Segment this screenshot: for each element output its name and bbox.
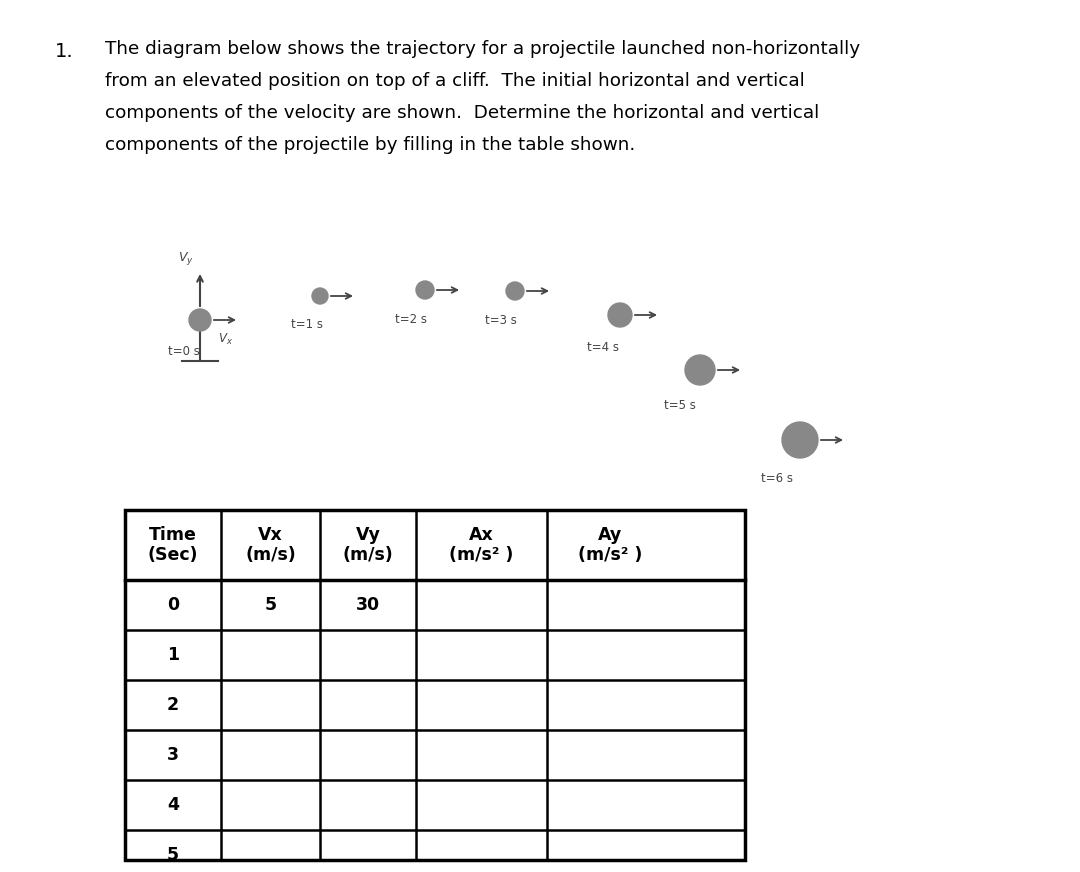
Bar <box>125 510 745 860</box>
Text: 3: 3 <box>167 746 179 764</box>
Circle shape <box>312 288 328 304</box>
Text: $V_x$: $V_x$ <box>217 332 232 347</box>
Text: t=3 s: t=3 s <box>485 314 517 327</box>
Text: Ay
(m/s² ): Ay (m/s² ) <box>578 526 643 564</box>
Text: components of the velocity are shown.  Determine the horizontal and vertical: components of the velocity are shown. De… <box>105 104 820 122</box>
Text: 5: 5 <box>167 846 179 864</box>
Text: t=6 s: t=6 s <box>761 472 793 485</box>
Text: Vy
(m/s): Vy (m/s) <box>343 526 394 564</box>
Text: t=5 s: t=5 s <box>664 399 696 412</box>
Text: t=1 s: t=1 s <box>291 318 323 331</box>
Text: t=4 s: t=4 s <box>588 341 619 354</box>
Text: t=2 s: t=2 s <box>395 313 427 326</box>
Text: Time
(Sec): Time (Sec) <box>148 526 199 564</box>
Text: 30: 30 <box>356 596 380 614</box>
Text: 2: 2 <box>167 696 179 714</box>
Circle shape <box>782 422 818 458</box>
Text: components of the projectile by filling in the table shown.: components of the projectile by filling … <box>105 136 635 154</box>
Text: t=0 s: t=0 s <box>168 345 200 358</box>
Text: from an elevated position on top of a cliff.  The initial horizontal and vertica: from an elevated position on top of a cl… <box>105 72 805 90</box>
Text: $V_y$: $V_y$ <box>178 250 194 267</box>
Text: 4: 4 <box>167 796 179 814</box>
Text: 0: 0 <box>167 596 179 614</box>
Circle shape <box>685 355 715 385</box>
Text: Ax
(m/s² ): Ax (m/s² ) <box>449 526 514 564</box>
Circle shape <box>608 303 632 327</box>
Circle shape <box>416 281 434 299</box>
Text: The diagram below shows the trajectory for a projectile launched non-horizontall: The diagram below shows the trajectory f… <box>105 40 860 58</box>
Text: Vx
(m/s): Vx (m/s) <box>245 526 296 564</box>
Text: 5: 5 <box>265 596 276 614</box>
Text: 1.: 1. <box>55 42 73 61</box>
Circle shape <box>189 309 211 331</box>
Text: 1: 1 <box>167 646 179 664</box>
Circle shape <box>507 282 524 300</box>
